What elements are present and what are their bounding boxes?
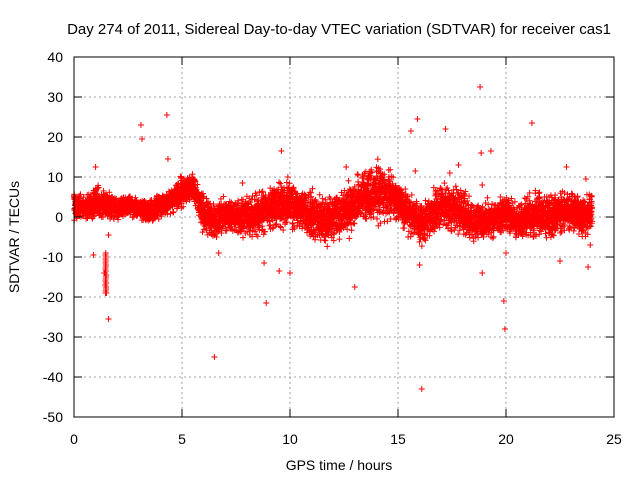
data-point	[484, 194, 491, 201]
data-point	[324, 243, 331, 250]
data-point	[277, 180, 284, 187]
data-point	[93, 190, 100, 197]
data-point	[401, 225, 408, 232]
data-point	[259, 188, 266, 195]
data-point	[94, 185, 101, 192]
chart-title: Day 274 of 2011, Sidereal Day-to-day VTE…	[67, 21, 611, 38]
data-point	[80, 194, 87, 201]
data-point	[455, 231, 462, 238]
data-point	[441, 180, 448, 187]
data-point	[346, 235, 353, 242]
data-point	[106, 189, 113, 196]
data-point	[354, 171, 361, 178]
data-points	[71, 84, 596, 392]
data-point	[322, 237, 329, 244]
data-point	[319, 195, 326, 202]
data-point	[126, 193, 133, 200]
data-point	[316, 191, 323, 198]
data-point	[345, 177, 352, 184]
data-point	[374, 156, 381, 163]
data-point	[95, 184, 102, 191]
data-point	[336, 236, 343, 243]
data-point	[351, 220, 358, 227]
data-point	[100, 213, 107, 220]
data-point	[387, 166, 394, 173]
data-point	[90, 212, 97, 219]
data-point	[348, 227, 355, 234]
data-point	[77, 191, 84, 198]
data-point	[321, 237, 328, 244]
data-point	[226, 198, 233, 205]
data-point	[368, 166, 375, 173]
